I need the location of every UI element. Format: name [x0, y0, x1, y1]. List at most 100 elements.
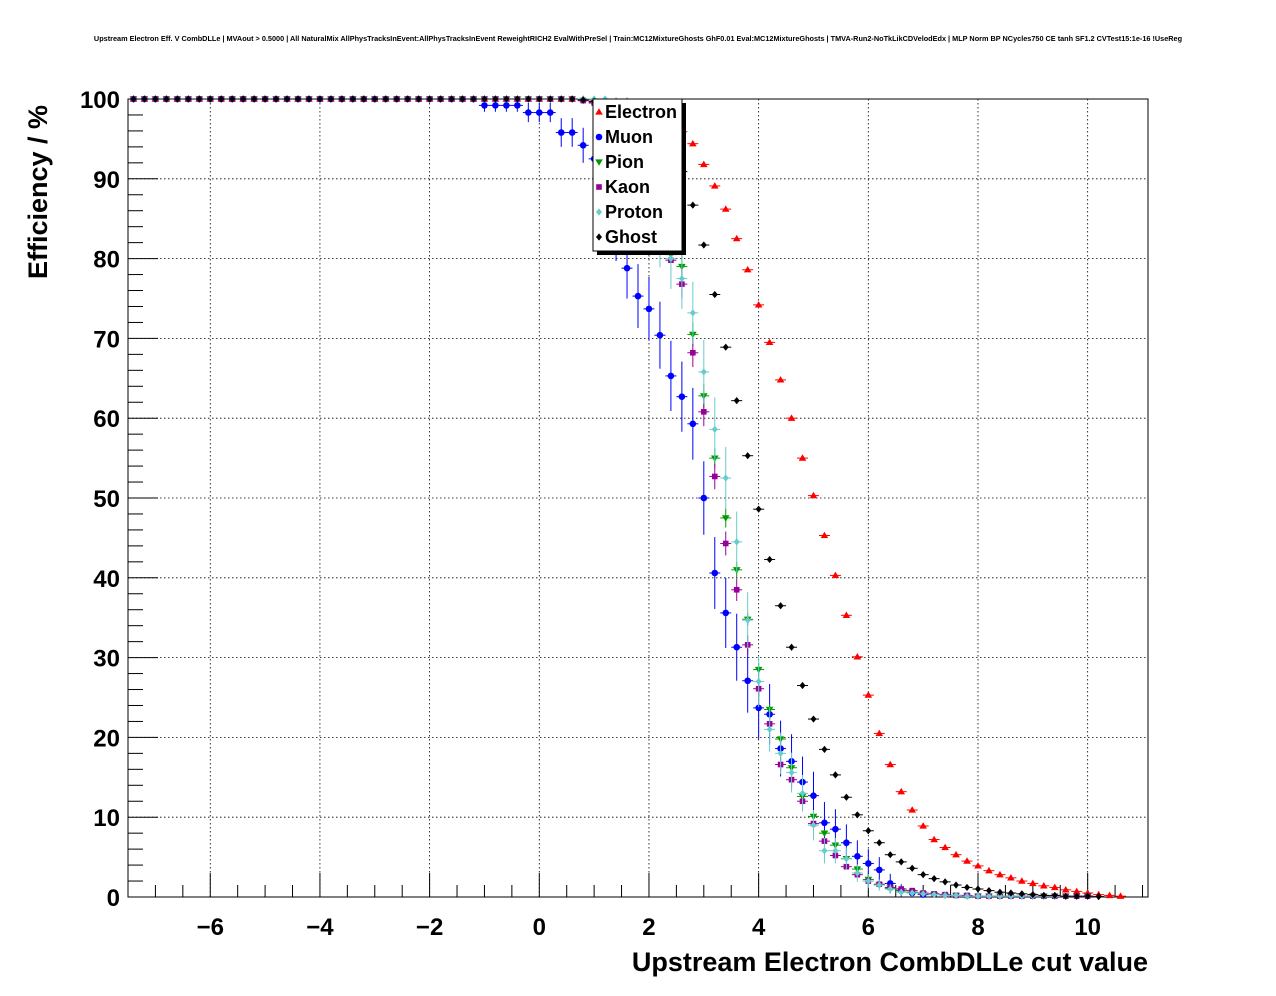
data-point: [689, 201, 696, 209]
data-point: [569, 95, 576, 103]
data-point: [580, 96, 587, 104]
data-point: [721, 205, 730, 212]
data-point: [690, 349, 696, 356]
data-point: [777, 749, 784, 757]
data-point: [755, 505, 762, 513]
x-axis-tick-labels: −6 −4 −2 0 2 4 6 8 10: [197, 914, 1101, 941]
data-point: [711, 473, 718, 480]
data-point: [218, 95, 225, 103]
data-point: [931, 875, 938, 883]
data-point: [864, 691, 873, 698]
data-point: [733, 643, 741, 651]
data-point: [514, 102, 521, 109]
data-point: [820, 531, 829, 539]
y-tick-label: 60: [93, 406, 120, 433]
data-point: [733, 397, 740, 405]
y-axis-tick-labels: 0 10 20 30 40 50 60 70 80 90 100: [80, 87, 120, 912]
x-tick-label: 10: [1074, 914, 1101, 941]
data-point: [897, 787, 906, 795]
data-point: [470, 95, 477, 103]
data-point: [1007, 889, 1014, 897]
data-point: [349, 95, 356, 103]
data-point: [141, 95, 148, 103]
legend-label-proton: Proton: [605, 202, 663, 222]
legend-label-kaon: Kaon: [605, 177, 650, 197]
data-point: [634, 292, 642, 300]
data-point: [1116, 892, 1125, 899]
data-point: [876, 839, 883, 847]
data-point: [1051, 891, 1058, 900]
data-point: [722, 540, 729, 547]
data-point: [788, 643, 795, 651]
data-point: [810, 792, 817, 799]
data-points: [128, 95, 1127, 901]
data-point: [942, 878, 949, 886]
data-point: [832, 847, 839, 855]
data-point: [755, 677, 762, 686]
data-point: [985, 892, 992, 900]
y-tick-label: 80: [93, 247, 120, 274]
data-point: [732, 234, 741, 242]
data-point: [842, 611, 851, 618]
data-point: [667, 255, 674, 263]
data-point: [700, 368, 707, 376]
data-point: [492, 102, 499, 109]
data-point: [448, 95, 455, 103]
data-point: [700, 241, 707, 249]
data-point: [1062, 892, 1069, 900]
data-point: [656, 331, 664, 339]
data-point: [744, 616, 751, 624]
data-point: [909, 864, 916, 872]
data-point: [360, 95, 367, 103]
data-point: [689, 309, 696, 317]
data-point: [1050, 883, 1059, 891]
legend-marker-pion: [595, 159, 603, 166]
data-point: [733, 586, 740, 593]
data-point: [843, 793, 850, 801]
data-point: [887, 885, 894, 893]
x-tick-label: 0: [533, 914, 546, 941]
chart-title: Upstream Electron Eff. V CombDLLe | MVAo…: [93, 34, 1183, 43]
data-point: [711, 425, 718, 433]
data-point: [284, 95, 291, 103]
data-point: [920, 871, 927, 879]
data-point: [854, 853, 861, 860]
data-point: [744, 452, 751, 460]
data-point: [985, 866, 993, 874]
data-point: [963, 857, 971, 864]
data-point: [743, 265, 752, 273]
data-point: [953, 891, 960, 900]
data-point: [503, 95, 510, 103]
legend-marker-kaon: [596, 184, 602, 190]
legend-label-ghost: Ghost: [605, 227, 657, 247]
data-point: [678, 393, 686, 400]
data-point: [930, 835, 938, 843]
data-point: [1073, 892, 1080, 900]
y-tick-label: 50: [93, 486, 120, 513]
data-point: [710, 182, 719, 189]
data-point: [711, 569, 719, 577]
data-point: [953, 881, 960, 889]
y-tick-label: 30: [93, 646, 120, 673]
data-point: [820, 830, 829, 837]
data-point: [744, 677, 751, 685]
data-point: [799, 681, 806, 690]
legend: Electron Muon Pion Kaon Proton Ghost: [592, 98, 686, 255]
data-point: [689, 139, 697, 147]
y-tick-label: 20: [93, 725, 120, 752]
data-point: [810, 821, 817, 829]
legend-label-muon: Muon: [605, 127, 653, 147]
data-point: [766, 725, 773, 734]
data-point: [371, 95, 378, 103]
data-point: [1029, 891, 1036, 899]
data-point: [831, 571, 840, 579]
x-tick-label: −6: [197, 914, 224, 941]
data-point: [974, 862, 982, 869]
x-tick-label: −4: [306, 914, 334, 941]
data-point: [854, 811, 861, 819]
data-point: [327, 95, 334, 103]
data-point: [273, 95, 280, 103]
data-point: [798, 454, 807, 461]
data-point: [799, 789, 806, 797]
data-point: [754, 301, 763, 308]
